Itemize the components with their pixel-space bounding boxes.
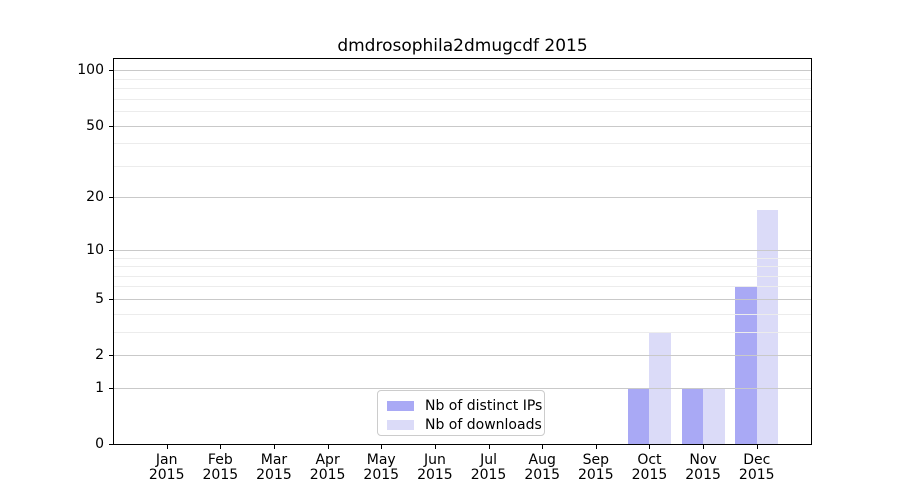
y-gridline-minor — [114, 275, 811, 277]
x-tick-mark — [756, 445, 758, 449]
y-gridline-minor — [114, 313, 811, 315]
y-tick-mark — [109, 249, 113, 251]
y-tick-label: 1 — [95, 379, 104, 396]
x-tick-label: Oct 2015 — [631, 452, 668, 483]
x-tick-label: Sep 2015 — [577, 452, 614, 483]
x-tick-label: Nov 2015 — [685, 452, 721, 483]
x-tick-mark — [542, 445, 544, 449]
y-tick-mark — [109, 355, 113, 357]
y-tick-label: 0 — [95, 436, 104, 452]
legend-items: Nb of distinct IPs Nb of downloads — [378, 396, 544, 434]
y-tick-mark — [109, 197, 113, 199]
y-gridline-minor — [114, 88, 811, 90]
x-tick-mark — [381, 445, 383, 449]
plot-area — [114, 59, 811, 444]
y-gridline-major — [114, 387, 811, 389]
y-tick-mark — [109, 298, 113, 300]
x-tick-label: May 2015 — [363, 452, 400, 483]
y-gridline-major — [114, 298, 811, 300]
x-tick-label: Apr 2015 — [309, 452, 346, 483]
x-tick-mark — [273, 445, 275, 449]
y-tick-mark — [109, 387, 113, 389]
bar-distinct-ips — [628, 387, 650, 444]
y-tick-label: 20 — [86, 189, 104, 206]
x-tick-mark — [488, 445, 490, 449]
x-tick-mark — [649, 445, 651, 449]
y-gridline-minor — [114, 286, 811, 288]
bar-downloads — [756, 209, 779, 444]
bars-layer — [114, 59, 811, 444]
x-tick-mark — [327, 445, 329, 449]
y-tick-mark — [109, 444, 113, 445]
y-gridline-minor — [114, 266, 811, 268]
legend-entry: Nb of distinct IPs — [378, 396, 544, 415]
x-tick-mark — [434, 445, 436, 449]
y-gridline-minor — [114, 165, 811, 167]
x-tick-label: Feb 2015 — [202, 452, 239, 483]
x-tick-label: Jul 2015 — [470, 452, 507, 483]
legend-swatch — [387, 419, 414, 430]
chart-title: dmdrosophila2dmugcdf 2015 — [337, 36, 588, 56]
y-gridline-major — [114, 197, 811, 199]
y-tick-mark — [109, 125, 113, 127]
y-gridline-minor — [114, 98, 811, 100]
y-gridline-minor — [114, 111, 811, 113]
y-tick-mark — [109, 70, 113, 72]
x-tick-mark — [703, 445, 705, 449]
x-tick-label: Mar 2015 — [256, 452, 292, 483]
y-gridline-major — [114, 355, 811, 357]
y-tick-label: 50 — [86, 117, 104, 134]
legend: Nb of distinct IPs Nb of downloads — [377, 390, 545, 436]
grid-layer — [114, 59, 811, 444]
legend-label: Nb of downloads — [425, 416, 542, 433]
x-tick-label: Dec 2015 — [738, 452, 775, 483]
y-tick-label: 10 — [86, 241, 104, 258]
x-tick-label: Jan 2015 — [148, 452, 185, 483]
legend-swatch — [387, 400, 414, 411]
y-gridline-minor — [114, 257, 811, 259]
bar-downloads — [649, 331, 671, 444]
x-tick-label: Aug 2015 — [524, 452, 560, 483]
legend-label: Nb of distinct IPs — [425, 397, 543, 414]
y-gridline-major — [114, 70, 811, 72]
y-tick-label: 5 — [95, 290, 104, 307]
y-gridline-minor — [114, 331, 811, 333]
y-gridline-minor — [114, 78, 811, 80]
x-tick-label: Jun 2015 — [417, 452, 453, 483]
y-gridline-major — [114, 125, 811, 127]
x-tick-mark — [220, 445, 222, 449]
bar-downloads — [703, 387, 725, 444]
y-tick-label: 2 — [95, 347, 104, 364]
bar-distinct-ips — [681, 387, 704, 444]
bar-distinct-ips — [735, 286, 757, 444]
y-gridline-minor — [114, 143, 811, 145]
y-gridline-major — [114, 249, 811, 251]
x-tick-mark — [595, 445, 597, 449]
y-tick-label: 100 — [77, 62, 104, 79]
x-tick-mark — [166, 445, 168, 449]
legend-entry: Nb of downloads — [378, 415, 544, 434]
